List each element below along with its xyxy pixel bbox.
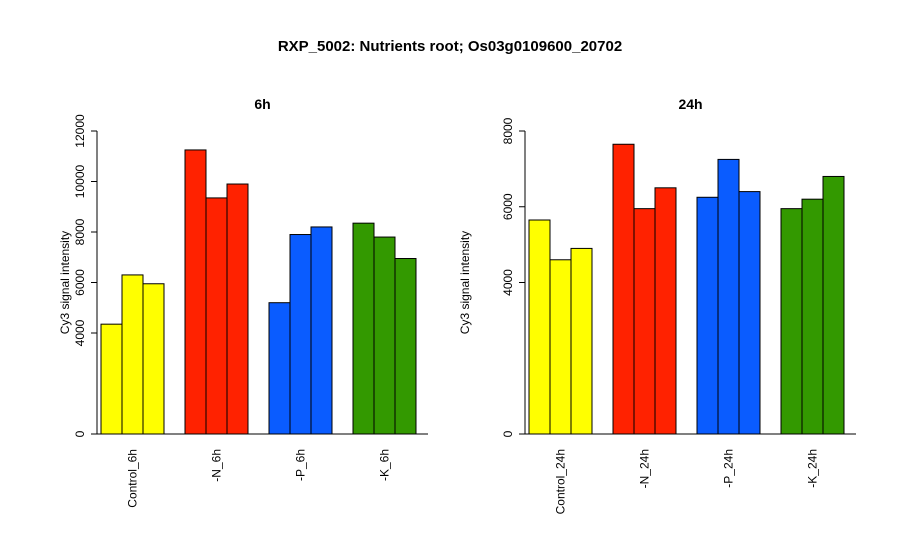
- panel-1-y-tick-label: 8000: [73, 218, 87, 245]
- panel-2-bar--P_24h-2: [717, 158, 740, 435]
- panel-2-bar--P_24h-3: [738, 191, 761, 435]
- panel-2-x-tick-label: Control_24h: [554, 449, 568, 514]
- panel-2-y-tick-label: 8000: [501, 117, 515, 144]
- panel-1-title: 6h: [254, 96, 270, 112]
- panel-2-y-tick-label: 4000: [501, 269, 515, 296]
- panel-1-y-tick-label: 6000: [73, 269, 87, 296]
- panel-1-bar-Control_6h-1: [100, 323, 123, 435]
- panel-1-bar--P_6h-2: [289, 234, 312, 435]
- panel-1-y-axis-label: Cy3 signal intensity: [58, 231, 72, 334]
- panel-2-bar--K_24h-2: [801, 198, 824, 435]
- panel-2-x-tick-label: -K_24h: [806, 449, 820, 488]
- panel-1-bar-Control_6h-3: [142, 283, 165, 435]
- panel-2-bar--K_24h-1: [780, 208, 803, 435]
- panel-1-bar--K_6h-2: [373, 236, 396, 435]
- panel-1-bar--P_6h-3: [310, 226, 333, 435]
- panel-2-bar--N_24h-3: [654, 187, 677, 435]
- panel-1-x-tick-label: -N_6h: [210, 449, 224, 482]
- panel-1-x-tick-label: -P_6h: [294, 449, 308, 481]
- panel-1-bar--P_6h-1: [268, 302, 291, 435]
- panel-2-bar--N_24h-1: [612, 143, 635, 435]
- panel-2-x-tick-label: -N_24h: [638, 449, 652, 488]
- panel-2-bar--N_24h-2: [633, 208, 656, 435]
- panel-1-y-tick-label: 0: [73, 430, 87, 437]
- panel-1-bar--K_6h-1: [352, 222, 375, 435]
- panel-1-bar--N_6h-3: [226, 183, 249, 435]
- panel-1-x-tick-label: -K_6h: [378, 449, 392, 481]
- panel-2-bar--K_24h-3: [822, 175, 845, 435]
- panel-1-y-tick-label: 4000: [73, 319, 87, 346]
- panel-1-bar--K_6h-3: [394, 258, 417, 435]
- panel-1-bar-Control_6h-2: [121, 274, 144, 435]
- panel-1-y-tick-label: 10000: [73, 164, 87, 198]
- panel-1-bar--N_6h-1: [184, 149, 207, 435]
- main-title: RXP_5002: Nutrients root; Os03g0109600_2…: [277, 38, 623, 55]
- panel-2-title: 24h: [678, 96, 702, 112]
- panel-2-bar-Control_24h-3: [570, 247, 593, 435]
- panel-1-y-tick-label: 12000: [73, 114, 87, 148]
- panel-2-y-tick-label: 0: [501, 430, 515, 437]
- panel-2-y-tick-label: 6000: [501, 193, 515, 220]
- panel-2-bar-Control_24h-1: [528, 219, 551, 435]
- panel-1-bar--N_6h-2: [205, 197, 228, 435]
- panel-2-bar-Control_24h-2: [549, 259, 572, 435]
- panel-2-y-axis-label: Cy3 signal intensity: [458, 231, 472, 334]
- panel-2-bar--P_24h-1: [696, 196, 719, 435]
- panel-2-x-tick-label: -P_24h: [722, 449, 736, 488]
- panel-1-x-tick-label: Control_6h: [126, 449, 140, 508]
